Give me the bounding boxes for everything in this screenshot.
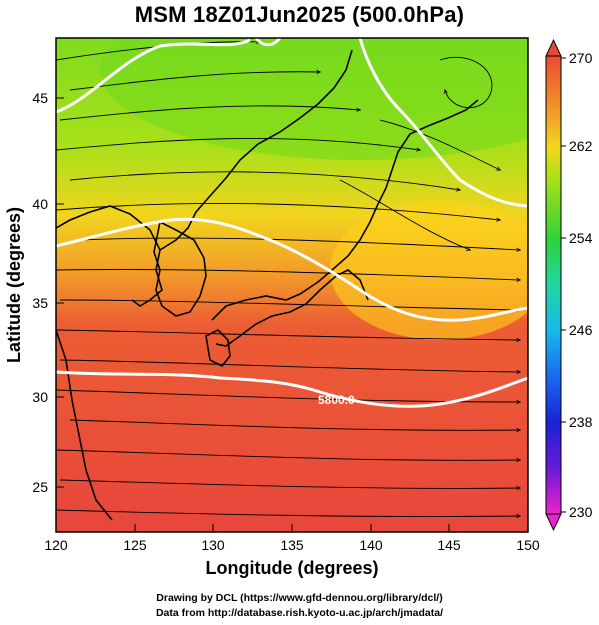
y-tick-label: 40	[32, 196, 48, 212]
y-tick-label: 25	[32, 479, 48, 495]
streamlines	[56, 42, 520, 517]
x-tick-label: 135	[280, 537, 304, 553]
x-axis: 120 125 130 135 140 145 150 Longitude (d…	[44, 524, 540, 578]
x-tick-label: 120	[44, 537, 68, 553]
y-tick-label: 35	[32, 295, 48, 311]
colorbar-bottom-arrow	[545, 513, 562, 532]
x-axis-label: Longitude (degrees)	[205, 558, 378, 578]
x-tick-label: 125	[123, 537, 147, 553]
colorbar-tick-label: 246	[569, 322, 593, 338]
colorbar-tick-label: 254	[569, 230, 593, 246]
y-axis-label: Latitude (degrees)	[4, 207, 24, 363]
colorbar-tick-label: 230	[569, 504, 593, 520]
credit-drawing: Drawing by DCL (https://www.gfd-dennou.o…	[156, 592, 443, 604]
credit-data-source: Data from http://database.rish.kyoto-u.a…	[155, 607, 444, 619]
x-tick-label: 145	[437, 537, 461, 553]
warm-bulge-east	[330, 200, 528, 340]
colorbar-tick-label: 270	[569, 50, 593, 66]
credits: Drawing by DCL (https://www.gfd-dennou.o…	[0, 591, 599, 621]
height-contours	[56, 38, 528, 408]
colorbar-top-arrow	[545, 38, 562, 57]
coastline-japan	[211, 99, 479, 347]
x-tick-label: 140	[359, 537, 383, 553]
x-tick-label: 130	[201, 537, 225, 553]
coastline-kyushu	[205, 329, 231, 368]
colorbar-bar	[545, 55, 562, 515]
colorbar-tick-label: 262	[569, 138, 593, 154]
colorbar: 270 262 254 246 238 230	[545, 38, 593, 532]
y-tick-label: 30	[32, 389, 48, 405]
y-axis: 25 30 35 40 45 Latitude (degrees)	[4, 90, 64, 495]
chart-title: MSM 18Z01Jun2025 (500.0hPa)	[134, 2, 465, 27]
x-tick-label: 150	[516, 537, 540, 553]
colorbar-tick-label: 238	[569, 414, 593, 430]
contour-label: 5800.0	[318, 393, 355, 407]
y-tick-label: 45	[32, 90, 48, 106]
